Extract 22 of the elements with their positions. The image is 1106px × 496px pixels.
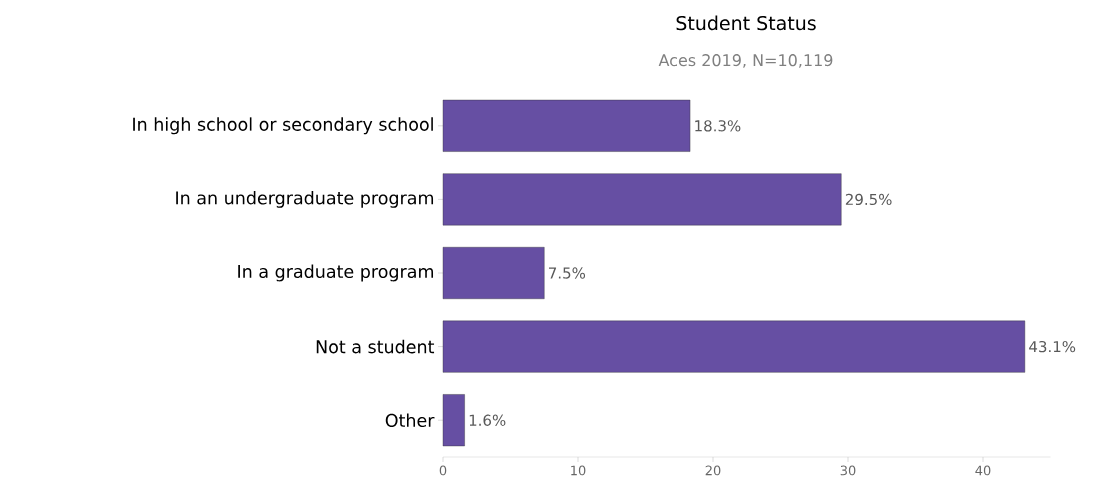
data-label: 29.5% bbox=[845, 193, 892, 206]
bar bbox=[442, 99, 691, 152]
data-label: 1.6% bbox=[469, 414, 506, 426]
y-tick-label: In a graduate program bbox=[238, 264, 434, 282]
x-tick-label: 40 bbox=[975, 465, 991, 476]
bar bbox=[442, 173, 842, 226]
chart-title: Student Status bbox=[676, 15, 816, 31]
y-tick-label: Not a student bbox=[316, 339, 435, 354]
x-tick-label: 20 bbox=[705, 465, 721, 476]
x-tick-label: 0 bbox=[439, 465, 447, 476]
x-tick-label: 30 bbox=[840, 465, 856, 476]
bar bbox=[442, 320, 1026, 373]
data-label: 43.1% bbox=[1029, 340, 1076, 353]
bar bbox=[442, 247, 545, 299]
y-tick-label: Other bbox=[385, 413, 435, 427]
data-label: 7.5% bbox=[549, 267, 586, 279]
y-tick-label: In high school or secondary school bbox=[133, 117, 433, 135]
chart-subtitle: Aces 2019, N=10,119 bbox=[658, 54, 833, 68]
bar bbox=[442, 394, 465, 447]
y-tick-label: In an undergraduate program bbox=[176, 190, 434, 208]
x-tick-label: 10 bbox=[571, 465, 586, 476]
data-label: 18.3% bbox=[695, 120, 741, 132]
